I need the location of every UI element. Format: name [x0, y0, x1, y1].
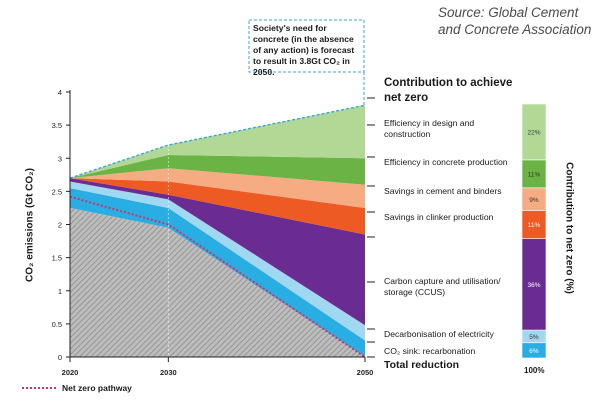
forecast-callout: Society's need for concrete (in the abse… [253, 23, 355, 77]
bar-label-efficiency-in-concrete-production: 11% [528, 171, 541, 178]
net-zero-pathway-line [69, 195, 366, 358]
y-tick-label: 3.5 [52, 121, 62, 130]
y-tick-label: 0.5 [52, 320, 62, 329]
label-concrete: Efficiency in concrete production [384, 157, 508, 167]
net-zero-legend-label: Net zero pathway [62, 383, 132, 393]
y-tick-label: 2.5 [52, 187, 62, 196]
bar-label-decarbonisation-of-electricity: 5% [529, 334, 539, 341]
forecast-line [69, 104, 366, 179]
bar-segment-carbon-capture-and-utilisation-storage-ccus [521, 238, 547, 331]
y-tick-label: 3 [58, 154, 62, 163]
contribution-title: Contribution to achieve net zero [384, 77, 513, 104]
y-tick-label: 2 [58, 221, 62, 230]
area-efficiency-in-concrete-production [70, 154, 365, 185]
area-co-sink-recarbonation [70, 188, 365, 357]
total-reduction-label: Total reduction [384, 359, 460, 371]
right-axis-label: Contribution to net zero (%) [563, 162, 575, 294]
gross-emissions-hatched [70, 207, 365, 357]
area-savings-in-clinker-production [70, 178, 365, 235]
area-carbon-capture-and-utilisation-storage-ccus [70, 178, 365, 326]
category-leader-lines [367, 97, 375, 358]
y-axis-label: CO₂ emissions (Gt CO₂) [24, 168, 36, 282]
label-recarbonation: CO₂ sink: recarbonation [384, 346, 476, 356]
callout-box [248, 19, 365, 73]
bar-label-efficiency-in-design-and-construction: 22% [527, 129, 540, 136]
bar-label-savings-in-cement-and-binders: 9% [529, 197, 539, 204]
y-tick-label: 1.5 [52, 254, 62, 263]
bar-segment-efficiency-in-concrete-production [521, 159, 547, 189]
bar-label-carbon-capture-and-utilisation-storage-ccus: 36% [527, 282, 540, 289]
y-tick-label: 0 [58, 353, 62, 362]
gross-emissions-area [69, 104, 366, 358]
legend: Net zero pathway [22, 383, 132, 393]
stacked-areas [70, 105, 365, 357]
x-tick-label: 2020 [62, 368, 79, 377]
contribution-stacked-bar: 6% 5% 36% 11% 9% 11% 22% [521, 103, 547, 359]
bar-segment-savings-in-clinker-production [521, 210, 547, 239]
axes: 0 0.5 1 1.5 2 2.5 3 3.5 4 2020 2030 2050 [52, 88, 374, 377]
area-efficiency-in-design-and-construction [70, 105, 365, 179]
total-percent: 100% [524, 366, 545, 375]
bar-segment-efficiency-in-design-and-construction [521, 103, 547, 161]
x-tick-label: 2030 [160, 368, 177, 377]
area-savings-in-cement-and-binders [70, 168, 365, 208]
y-tick-label: 4 [58, 88, 62, 97]
label-cement: Savings in cement and binders [384, 186, 502, 196]
label-ccus: Carbon capture and utilisation/ storage … [384, 276, 501, 297]
bar-label-savings-in-clinker-production: 11% [528, 222, 541, 229]
label-electricity: Decarbonisation of electricity [384, 329, 494, 339]
y-tick-label: 1 [58, 287, 62, 296]
x-tick-label: 2050 [357, 368, 374, 377]
bar-label-co-sink-recarbonation: 6% [529, 348, 539, 355]
forecast-annotation [248, 19, 365, 106]
source-note: Source: Global Cement and Concrete Assoc… [438, 5, 592, 37]
label-clinker: Savings in clinker production [384, 212, 494, 222]
net-zero-legend-swatch [22, 387, 56, 389]
label-design: Efficiency in design and construction [384, 118, 475, 139]
